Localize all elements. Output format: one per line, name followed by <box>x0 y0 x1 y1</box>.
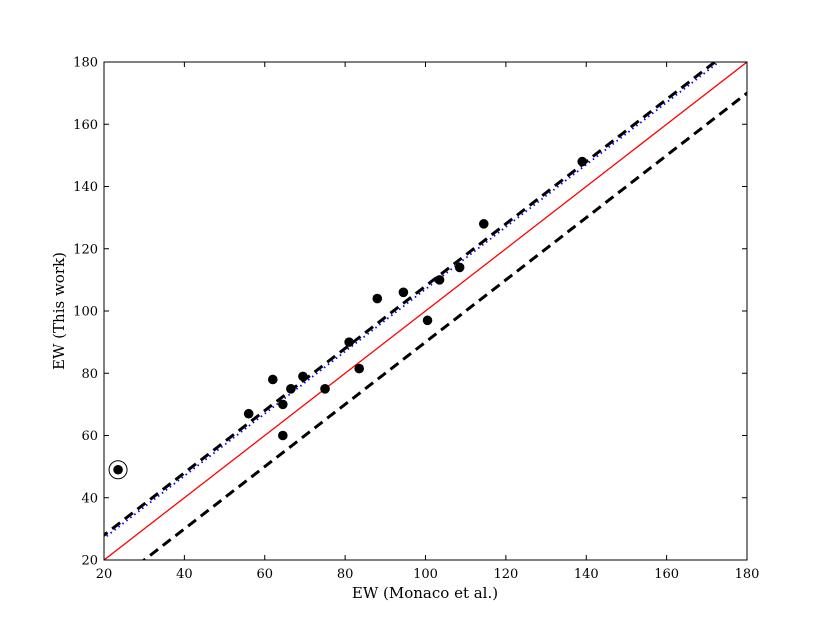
y-axis-label: EW (This work) <box>50 252 68 370</box>
data-point <box>278 399 288 410</box>
axis-ticks: 20 40 60 80 100 120 140 160 180 20 40 60 80 100 120 140… <box>73 56 759 583</box>
fit-line <box>104 62 721 540</box>
data-point <box>243 408 254 419</box>
data-point <box>278 430 288 441</box>
data-point <box>298 371 308 382</box>
lower-bound-line <box>141 91 747 560</box>
one-to-one-line <box>104 62 747 560</box>
data-point <box>478 219 489 229</box>
x-tick-label: 80 <box>337 567 354 582</box>
x-tick-label: 120 <box>493 567 518 582</box>
x-tick-label: 40 <box>176 567 193 582</box>
upper-bound-line <box>104 62 718 537</box>
data-point <box>113 464 123 475</box>
y-tick-label: 140 <box>73 180 98 195</box>
data-point <box>398 287 409 298</box>
x-tick-label: 180 <box>735 567 760 582</box>
data-point <box>434 275 445 285</box>
y-tick-label: 20 <box>81 554 98 569</box>
x-tick-label: 60 <box>256 567 273 582</box>
data-point <box>354 363 364 374</box>
data-point <box>320 384 330 394</box>
data-point <box>344 337 354 347</box>
x-axis-label: EW (Monaco et al.) <box>352 584 498 602</box>
data-point <box>267 374 278 385</box>
y-tick-label: 60 <box>81 429 98 444</box>
data-point <box>372 293 383 304</box>
reference-lines <box>104 62 747 560</box>
x-tick-label: 140 <box>574 567 599 582</box>
data-point <box>422 315 433 326</box>
x-tick-label: 20 <box>96 567 113 582</box>
data-points <box>108 156 588 480</box>
y-tick-label: 40 <box>81 491 98 506</box>
y-tick-label: 80 <box>81 367 98 382</box>
y-tick-label: 160 <box>73 118 98 133</box>
y-tick-label: 180 <box>73 56 98 71</box>
outlier-ring <box>108 460 128 480</box>
x-tick-label: 160 <box>654 567 679 582</box>
data-point <box>577 156 588 167</box>
data-point <box>286 384 296 394</box>
data-point <box>454 262 465 273</box>
y-tick-label: 100 <box>73 305 98 320</box>
y-tick-label: 120 <box>73 242 98 257</box>
x-tick-label: 100 <box>413 567 438 582</box>
